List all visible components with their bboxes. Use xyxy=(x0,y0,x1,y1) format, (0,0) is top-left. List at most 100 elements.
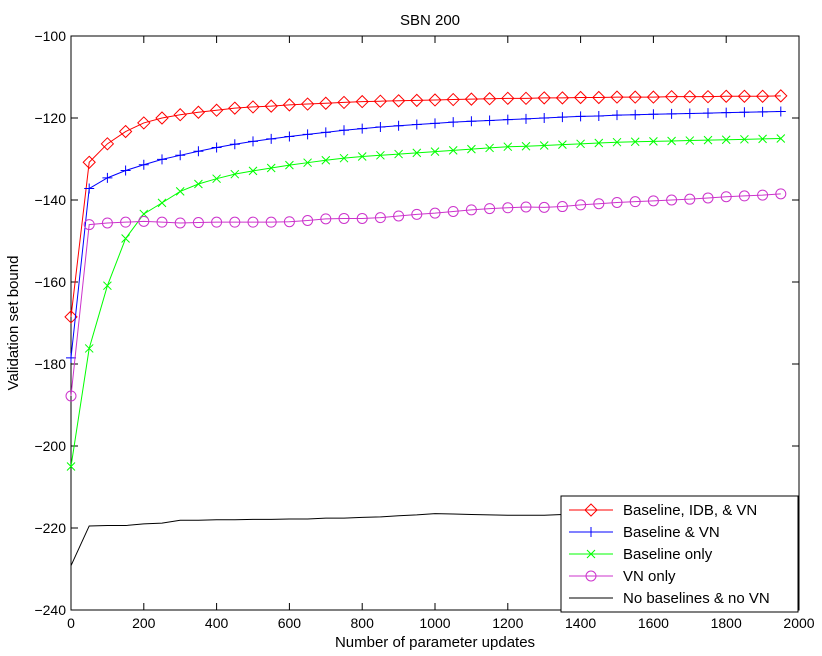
data-point xyxy=(464,92,479,106)
data-point xyxy=(664,89,679,104)
data-point xyxy=(320,127,331,138)
series-2 xyxy=(66,134,786,471)
data-point xyxy=(519,91,533,106)
data-point xyxy=(593,110,604,121)
x-tick-label: 1600 xyxy=(638,615,669,631)
data-point xyxy=(212,174,221,184)
series-line xyxy=(70,193,781,397)
legend-label: Baseline, IDB, & VN xyxy=(623,502,757,519)
legend-marker xyxy=(585,570,597,582)
data-point xyxy=(685,136,695,145)
data-point xyxy=(646,90,661,104)
data-point xyxy=(666,194,678,206)
data-point xyxy=(503,142,513,152)
data-point xyxy=(376,150,385,160)
data-point xyxy=(120,165,131,176)
data-point xyxy=(776,134,786,143)
data-point xyxy=(248,136,258,147)
series-layer xyxy=(64,89,788,566)
data-point xyxy=(482,92,497,106)
data-point xyxy=(102,172,113,183)
data-point xyxy=(393,210,405,222)
data-point xyxy=(319,96,333,110)
data-point xyxy=(666,108,677,119)
data-point xyxy=(374,212,386,224)
data-point xyxy=(703,135,713,145)
y-axis: −240 −220 −200 −180 −160 −140 −120 −100 xyxy=(34,28,799,618)
data-point xyxy=(156,216,168,228)
data-point xyxy=(429,207,441,219)
y-tick-label: −240 xyxy=(34,602,66,618)
x-tick-label: 200 xyxy=(132,615,156,631)
y-axis-label: Validation set bound xyxy=(5,256,22,391)
data-point xyxy=(610,90,624,104)
data-point xyxy=(411,119,422,130)
legend-label: Baseline only xyxy=(623,546,713,563)
data-point xyxy=(356,212,368,224)
data-point xyxy=(430,118,440,129)
data-point xyxy=(211,142,222,153)
legend-label: No baselines & no VN xyxy=(623,590,770,607)
data-point xyxy=(284,131,295,142)
x-tick-label: 800 xyxy=(351,615,375,631)
data-point xyxy=(592,90,606,105)
data-point xyxy=(283,216,295,228)
data-point xyxy=(282,98,297,112)
legend-item: VN only xyxy=(569,568,676,585)
data-point xyxy=(83,219,95,231)
series-3 xyxy=(65,188,787,402)
data-point xyxy=(247,216,259,228)
data-point xyxy=(264,99,278,113)
x-tick-label: 1800 xyxy=(711,615,742,631)
data-point xyxy=(428,93,442,107)
data-point xyxy=(757,189,769,201)
data-point xyxy=(465,204,477,216)
data-point xyxy=(575,111,586,122)
data-point xyxy=(521,113,531,124)
data-point xyxy=(321,155,331,165)
data-point xyxy=(265,216,277,228)
data-point xyxy=(246,100,260,114)
data-point xyxy=(393,120,404,131)
data-point xyxy=(285,160,294,170)
data-point xyxy=(228,101,242,115)
data-point xyxy=(121,234,130,243)
data-point xyxy=(683,89,697,104)
data-point xyxy=(502,202,514,214)
data-point xyxy=(229,216,241,228)
data-point xyxy=(230,169,240,179)
data-point xyxy=(721,107,732,118)
data-point xyxy=(191,105,206,119)
data-point xyxy=(702,192,714,204)
data-point xyxy=(667,136,676,146)
data-point xyxy=(775,188,787,200)
y-tick-label: −120 xyxy=(34,110,66,126)
data-point xyxy=(355,94,369,109)
data-point xyxy=(339,125,349,136)
data-point xyxy=(337,95,351,110)
x-tick-label: 0 xyxy=(67,615,75,631)
data-point xyxy=(412,148,422,158)
data-point xyxy=(630,109,641,120)
legend-label: Baseline & VN xyxy=(623,524,720,541)
data-point xyxy=(138,215,150,227)
data-point xyxy=(758,134,767,144)
y-tick-label: −200 xyxy=(34,438,66,454)
data-point xyxy=(66,352,76,363)
data-point xyxy=(575,199,587,211)
data-point xyxy=(303,158,312,168)
data-point xyxy=(703,108,713,119)
data-point xyxy=(446,92,460,107)
y-tick-label: −220 xyxy=(34,520,66,536)
series-0 xyxy=(64,89,788,324)
legend: Baseline, IDB, & VN Baseline & VN Baseline… xyxy=(560,495,799,613)
data-point xyxy=(300,97,315,111)
legend-label: VN only xyxy=(623,568,676,585)
data-point xyxy=(484,203,496,215)
data-point xyxy=(576,139,585,149)
data-point xyxy=(82,155,96,169)
data-point xyxy=(558,140,567,150)
data-point xyxy=(411,208,423,220)
legend-marker xyxy=(586,527,596,537)
